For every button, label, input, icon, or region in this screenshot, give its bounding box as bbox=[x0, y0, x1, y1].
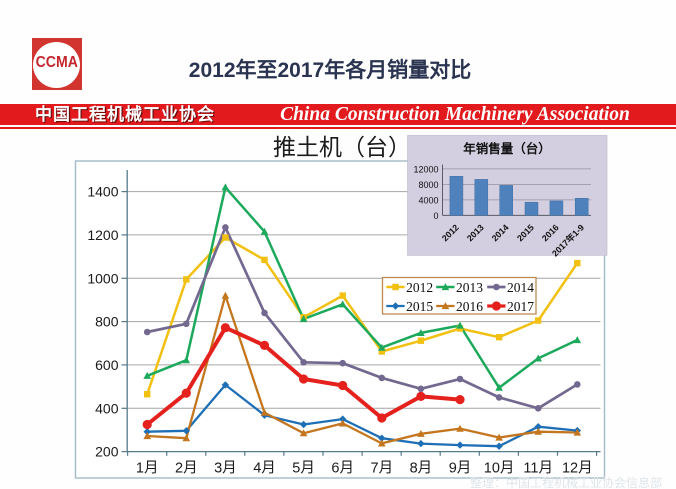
svg-text:11月: 11月 bbox=[523, 461, 553, 477]
svg-text:年销售量（台）: 年销售量（台） bbox=[463, 141, 551, 156]
svg-text:400: 400 bbox=[95, 400, 119, 416]
svg-text:2016: 2016 bbox=[456, 299, 483, 314]
svg-text:200: 200 bbox=[95, 444, 119, 460]
svg-text:5月: 5月 bbox=[292, 461, 315, 477]
svg-text:4000: 4000 bbox=[418, 195, 438, 205]
svg-text:1月: 1月 bbox=[136, 461, 159, 477]
svg-text:2015: 2015 bbox=[406, 299, 433, 314]
svg-text:800: 800 bbox=[95, 314, 119, 330]
svg-text:1400: 1400 bbox=[87, 184, 118, 200]
svg-text:6月: 6月 bbox=[331, 461, 354, 477]
svg-text:3月: 3月 bbox=[214, 461, 237, 477]
svg-text:8000: 8000 bbox=[418, 180, 438, 190]
svg-text:600: 600 bbox=[95, 357, 119, 373]
svg-text:12月: 12月 bbox=[562, 461, 593, 477]
svg-text:0: 0 bbox=[433, 211, 438, 221]
svg-text:2012: 2012 bbox=[406, 280, 433, 295]
svg-text:7月: 7月 bbox=[371, 461, 394, 477]
svg-text:推土机（台）: 推土机（台） bbox=[273, 135, 411, 160]
svg-text:2月: 2月 bbox=[175, 461, 198, 477]
svg-text:12000: 12000 bbox=[413, 164, 438, 174]
svg-text:10月: 10月 bbox=[484, 461, 515, 477]
svg-text:8月: 8月 bbox=[410, 461, 433, 477]
svg-text:2014: 2014 bbox=[507, 280, 534, 295]
svg-text:整理：中国工程机械工业协会信息部: 整理：中国工程机械工业协会信息部 bbox=[470, 475, 662, 489]
svg-text:1000: 1000 bbox=[87, 270, 118, 286]
svg-text:1200: 1200 bbox=[87, 227, 118, 243]
svg-text:4月: 4月 bbox=[253, 461, 276, 477]
svg-text:2017: 2017 bbox=[507, 299, 534, 314]
svg-text:2013: 2013 bbox=[456, 280, 483, 295]
svg-text:9月: 9月 bbox=[449, 461, 472, 477]
